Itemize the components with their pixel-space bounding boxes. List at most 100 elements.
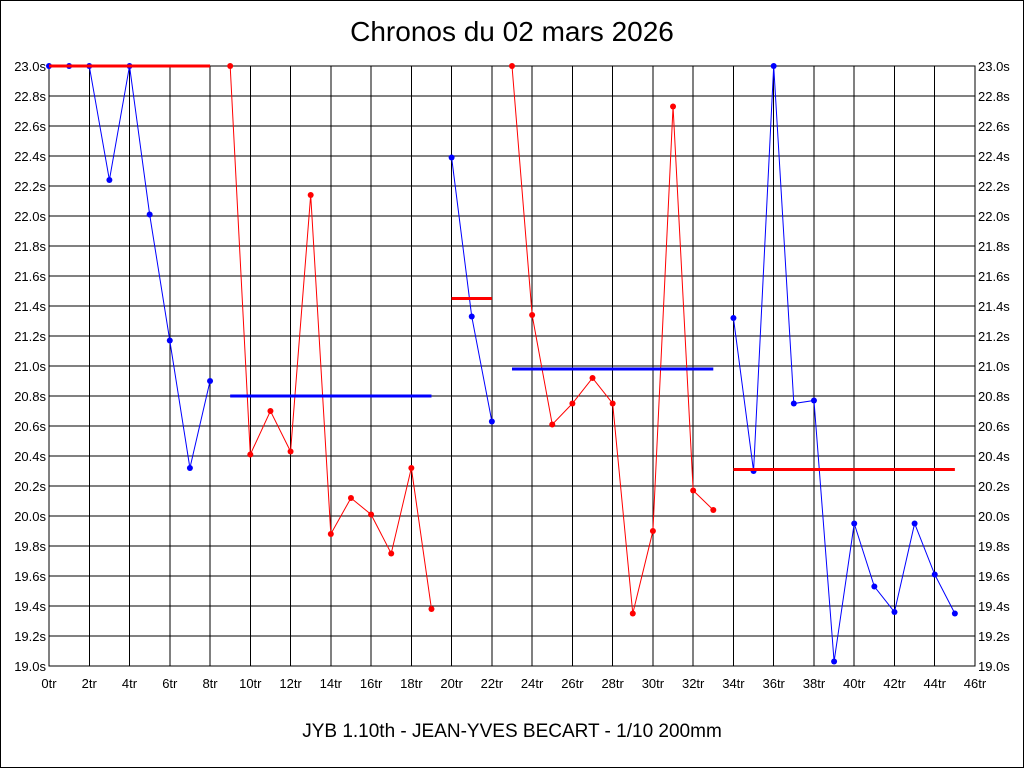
y-tick-label-left: 20.4s [14,449,46,464]
y-tick-label-left: 19.2s [14,629,46,644]
y-tick-label-right: 19.2s [978,629,1010,644]
x-tick-label: 18tr [400,676,423,691]
y-tick-label-left: 21.4s [14,299,46,314]
y-tick-label-right: 20.0s [978,509,1010,524]
data-point [287,448,294,455]
y-tick-label-left: 21.6s [14,269,46,284]
x-tick-label: 16tr [360,676,383,691]
y-tick-label-right: 21.0s [978,359,1010,374]
series-line [451,157,493,422]
y-tick-label-left: 21.8s [14,239,46,254]
x-tick-label: 22tr [481,676,504,691]
data-point [267,408,274,414]
data-point [951,610,958,617]
y-tick-label-right: 22.8s [978,89,1010,104]
y-tick-label-left: 20.8s [14,389,46,404]
data-point [468,313,475,320]
y-tick-label-right: 22.2s [978,179,1010,194]
data-point [831,658,838,665]
x-tick-label: 12tr [279,676,302,691]
data-point [307,192,314,198]
data-point [347,495,354,501]
y-tick-label-left: 19.6s [14,569,46,584]
data-point [871,583,878,590]
x-tick-label: 26tr [561,676,584,691]
y-tick-label-left: 21.0s [14,359,46,374]
chart-footer: JYB 1.10th - JEAN-YVES BECART - 1/10 200… [302,721,722,742]
y-tick-label-right: 21.6s [978,269,1010,284]
data-point [186,465,193,471]
data-point [227,63,234,69]
x-tick-label: 42tr [883,676,906,691]
y-tick-label-right: 22.4s [978,149,1010,164]
x-tick-label: 6tr [162,676,178,691]
data-point [891,609,898,615]
data-point [911,520,918,527]
y-tick-label-left: 20.0s [14,509,46,524]
data-point [106,177,113,183]
y-tick-label-right: 19.0s [978,659,1010,674]
x-tick-label: 44tr [924,676,947,691]
x-tick-label: 0tr [41,676,57,691]
data-point [207,378,214,384]
data-point [146,211,153,218]
data-point [488,418,495,425]
y-tick-label-left: 20.2s [14,479,46,494]
data-point [509,63,515,69]
y-tick-label-right: 20.6s [978,419,1010,434]
data-point [690,487,697,494]
y-tick-label-left: 19.0s [14,659,46,674]
data-point [589,375,596,381]
y-tick-label-right: 22.6s [978,119,1010,134]
data-point [408,465,415,471]
data-point [529,312,536,318]
data-point [448,154,455,161]
y-tick-label-right: 21.4s [978,299,1010,314]
data-point [710,507,717,513]
y-tick-label-left: 20.6s [14,419,46,434]
y-tick-label-left: 21.2s [14,329,46,344]
y-tick-label-left: 22.8s [14,89,46,104]
y-tick-label-right: 19.6s [978,569,1010,584]
y-tick-label-right: 21.2s [978,329,1010,344]
x-tick-label: 30tr [642,676,665,691]
y-tick-label-right: 20.8s [978,389,1010,404]
data-point [629,610,636,617]
y-tick-label-left: 22.4s [14,149,46,164]
data-point [428,606,435,612]
x-tick-label: 32tr [682,676,705,691]
chart-title: Chronos du 02 mars 2026 [350,16,674,47]
x-tick-label: 14tr [320,676,343,691]
x-tick-label: 46tr [964,676,987,691]
data-point [670,103,677,110]
data-point [609,400,616,407]
data-point [649,528,656,534]
y-tick-label-right: 19.4s [978,599,1010,614]
x-tick-label: 2tr [82,676,98,691]
y-tick-label-left: 19.8s [14,539,46,554]
x-tick-label: 34tr [722,676,745,691]
x-tick-label: 28tr [601,676,624,691]
y-tick-label-left: 19.4s [14,599,46,614]
y-tick-label-left: 22.0s [14,209,46,224]
y-tick-label-right: 22.0s [978,209,1010,224]
y-tick-label-right: 20.4s [978,449,1010,464]
data-point [569,400,576,407]
data-point [327,531,334,537]
x-tick-label: 4tr [122,676,138,691]
x-tick-label: 38tr [803,676,826,691]
data-point [810,397,817,404]
data-point [368,511,375,518]
data-point [851,520,858,527]
y-tick-label-right: 21.8s [978,239,1010,254]
y-tick-label-right: 19.8s [978,539,1010,554]
data-point [166,337,173,344]
x-tick-label: 24tr [521,676,544,691]
data-point [549,421,556,428]
y-tick-label-right: 20.2s [978,479,1010,494]
data-point [388,550,395,557]
y-tick-label-left: 22.6s [14,119,46,134]
series-line [732,65,956,662]
